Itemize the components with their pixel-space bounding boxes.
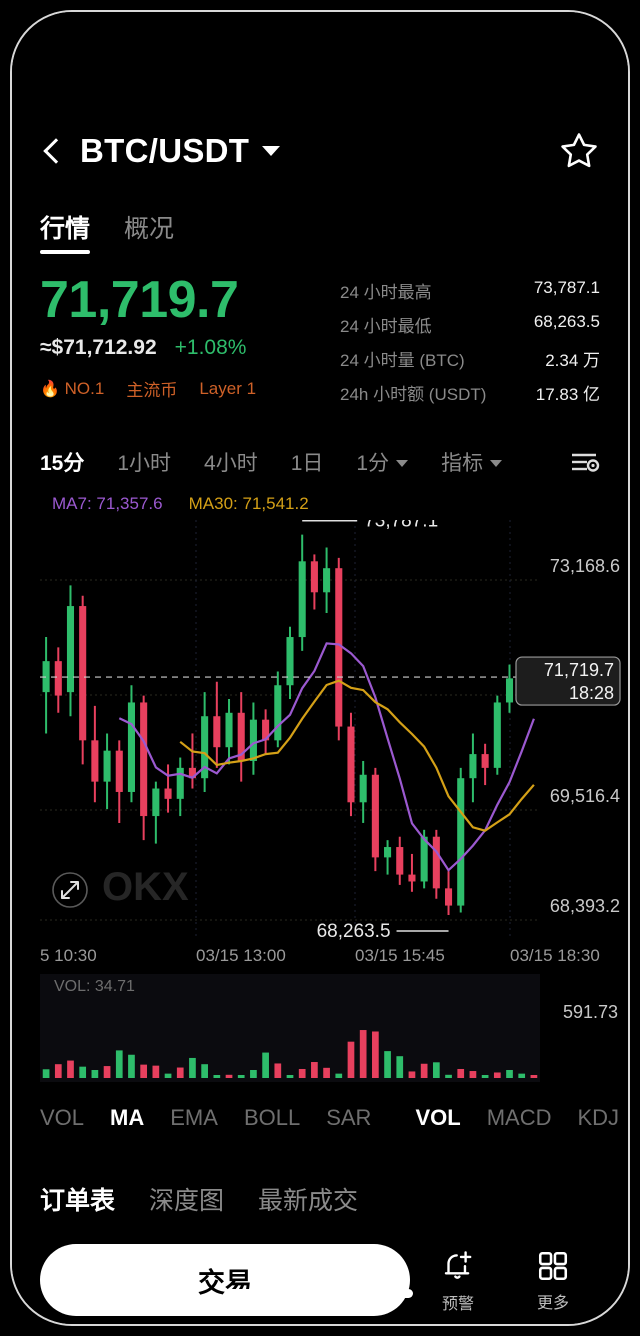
price-chart[interactable]: MA7: 71,357.6 MA30: 71,541.2 73,168.6 71,… (40, 494, 621, 1082)
tab-orderbook[interactable]: 订单表 (40, 1187, 116, 1215)
volume-legend: VOL: 34.71 (54, 978, 135, 995)
trade-button[interactable]: 交易 (40, 1244, 410, 1316)
ma30-legend: MA30: 71,541.2 (188, 494, 309, 513)
indicator-vol-top[interactable]: VOL (40, 1105, 85, 1130)
bell-plus-icon (444, 1250, 472, 1279)
tag-layer1[interactable]: Layer 1 (199, 378, 257, 398)
svg-text:71,719.7: 71,719.7 (544, 660, 614, 680)
indicator-ema[interactable]: EMA (170, 1105, 218, 1130)
stat-label: 24 小时最高 (340, 283, 432, 302)
candlestick-canvas[interactable]: 73,168.671,702.869,516.468,393.273,787.1… (40, 520, 624, 940)
stat-value: 2.34 万 (545, 351, 600, 370)
chart-x-axis: 5 10:30 03/15 13:00 03/15 15:45 03/15 18… (40, 940, 600, 972)
svg-text:18:28: 18:28 (569, 683, 614, 703)
candles-svg: 73,168.671,702.869,516.468,393.273,787.1… (40, 520, 621, 940)
indicator-row: VOL MA EMA BOLL SAR VOL MACD KDJ BOLL (40, 1096, 619, 1140)
stat-value: 68,263.5 (533, 312, 600, 331)
tab-overview[interactable]: 概况 (124, 215, 175, 243)
svg-text:68,393.2: 68,393.2 (550, 896, 620, 916)
orderbook-tabs: 订单表 深度图 最新成交 (40, 1176, 600, 1222)
alert-action[interactable]: 预警 (410, 1247, 506, 1314)
action-bar: 交易 预警 更多 (40, 1244, 600, 1316)
last-price: 71,719.7 (40, 271, 239, 329)
indicator-macd[interactable]: MACD (486, 1105, 552, 1130)
flame-icon: 🔥 (40, 380, 60, 398)
volume-chart[interactable]: VOL: 34.71 591.73 (40, 974, 624, 1082)
indicator-dropdown[interactable]: 指标 (441, 447, 503, 477)
back-chevron-icon[interactable] (40, 134, 66, 168)
price-subline: ≈$71,712.92 +1.08% (40, 336, 340, 360)
alert-label: 预警 (441, 1295, 474, 1313)
ma-legend: MA7: 71,357.6 MA30: 71,541.2 (40, 494, 600, 520)
chevron-down-icon[interactable] (262, 146, 281, 156)
indicator-vol[interactable]: VOL (415, 1105, 461, 1130)
indicator-sar[interactable]: SAR (326, 1105, 372, 1130)
stat-label: 24 小时量 (BTC) (340, 351, 465, 370)
x-tick: 5 10:30 (40, 946, 97, 965)
home-indicator (227, 1289, 413, 1298)
tab-market[interactable]: 行情 (40, 209, 91, 254)
price-summary: 71,719.7 ≈$71,712.92 +1.08% 🔥 NO.1 主流币 L… (40, 272, 600, 414)
stat-value: 17.83 亿 (535, 385, 600, 404)
star-icon[interactable] (558, 130, 600, 172)
stat-row: 24 小时最高 73,787.1 (340, 278, 600, 303)
timeframe-more-dropdown[interactable]: 1分 (356, 447, 409, 477)
grid-icon (538, 1251, 568, 1280)
chart-settings-icon[interactable] (568, 449, 600, 475)
more-action[interactable]: 更多 (506, 1248, 600, 1313)
svg-text:69,516.4: 69,516.4 (550, 786, 620, 806)
svg-text:73,168.6: 73,168.6 (550, 556, 620, 576)
timeframe-1d[interactable]: 1日 (290, 452, 324, 475)
indicator-ma[interactable]: MA (110, 1105, 145, 1130)
price-block: 71,719.7 ≈$71,712.92 +1.08% 🔥 NO.1 主流币 L… (40, 272, 340, 414)
timeframe-15m[interactable]: 15分 (40, 452, 85, 475)
indicator-boll[interactable]: BOLL (243, 1105, 301, 1130)
change-percent: +1.08% (174, 336, 247, 360)
stat-value: 73,787.1 (533, 278, 600, 297)
page-title: BTC/USDT (80, 132, 250, 169)
timeframe-4h[interactable]: 4小时 (204, 452, 258, 475)
token-tags: 🔥 NO.1 主流币 Layer 1 (40, 376, 340, 401)
volume-max-label: 591.73 (562, 1002, 618, 1022)
tab-trades[interactable]: 最新成交 (258, 1187, 359, 1215)
ma7-legend: MA7: 71,357.6 (52, 494, 163, 513)
app-header: BTC/USDT (40, 112, 600, 190)
app-screen: BTC/USDT 行情 概况 71,719.7 ≈$71,712.92 +1.0… (12, 12, 628, 1324)
indicator-kdj[interactable]: KDJ (577, 1105, 620, 1130)
stat-label: 24h 小时额 (USDT) (340, 385, 487, 404)
tag-rank[interactable]: 🔥 NO.1 (40, 378, 105, 398)
stat-row: 24 小时最低 68,263.5 (340, 312, 600, 337)
x-tick: 03/15 13:00 (196, 946, 286, 965)
stats-block: 24 小时最高 73,787.1 24 小时最低 68,263.5 24 小时量… (340, 272, 600, 414)
usd-price: ≈$71,712.92 (40, 336, 157, 360)
tag-mainstream[interactable]: 主流币 (126, 381, 178, 401)
timeframe-1h[interactable]: 1小时 (117, 452, 172, 475)
stat-row: 24 小时量 (BTC) 2.34 万 (340, 346, 600, 371)
phone-frame: BTC/USDT 行情 概况 71,719.7 ≈$71,712.92 +1.0… (10, 10, 630, 1326)
stat-row: 24h 小时额 (USDT) 17.83 亿 (340, 380, 600, 405)
svg-text:73,787.1: 73,787.1 (364, 520, 438, 532)
tab-depth[interactable]: 深度图 (149, 1187, 225, 1215)
x-tick: 03/15 18:30 (510, 946, 600, 965)
timeframe-bar: 15分 1小时 4小时 1日 1分 指标 (40, 438, 600, 486)
chevron-down-icon (490, 460, 503, 467)
svg-text:OKX: OKX (102, 865, 189, 909)
chevron-down-icon (396, 460, 409, 467)
x-tick: 03/15 15:45 (355, 946, 445, 965)
stat-label: 24 小时最低 (340, 317, 432, 336)
more-label: 更多 (536, 1294, 569, 1312)
volume-svg (40, 974, 540, 1082)
svg-text:68,263.5: 68,263.5 (317, 921, 391, 940)
section-tabs: 行情 概况 (40, 202, 600, 254)
